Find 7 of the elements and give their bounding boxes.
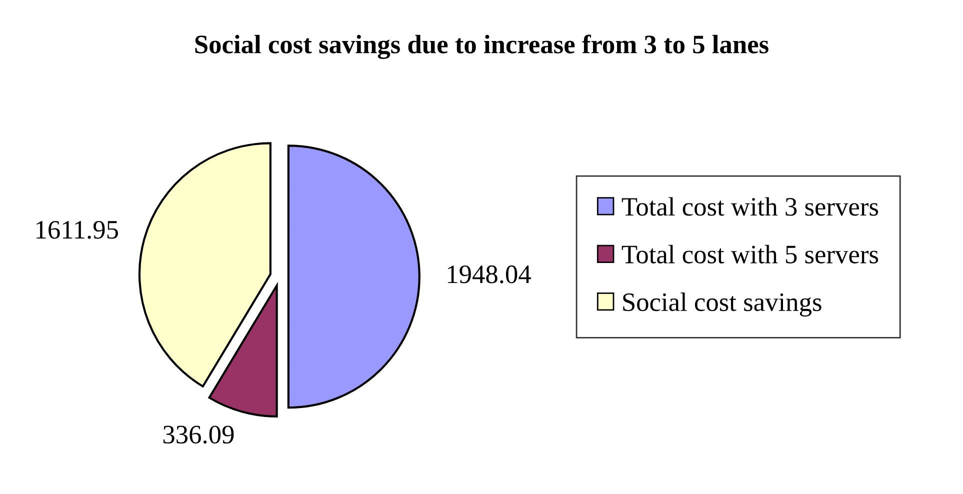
data-label: 1611.95 (36, 220, 118, 239)
legend-label: Total cost with 3 servers (622, 197, 878, 216)
legend-label: Social cost savings (623, 292, 822, 317)
chart-title: Social cost savings due to increase from 3 to 5 lanes (195, 34, 768, 59)
data-label: 1948.04 (448, 265, 531, 284)
data-label: 336.09 (163, 426, 234, 444)
legend-label: Total cost with 5 servers (622, 244, 878, 264)
